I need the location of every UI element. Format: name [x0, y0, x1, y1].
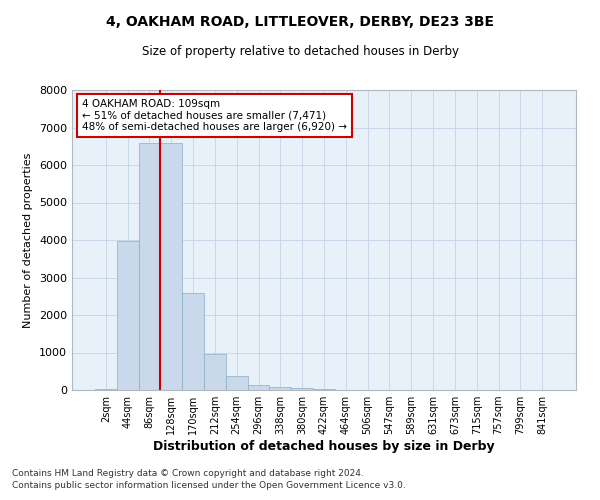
- Text: 4 OAKHAM ROAD: 109sqm
← 51% of detached houses are smaller (7,471)
48% of semi-d: 4 OAKHAM ROAD: 109sqm ← 51% of detached …: [82, 99, 347, 132]
- Bar: [139, 143, 160, 390]
- Bar: [248, 384, 269, 390]
- Bar: [95, 389, 117, 390]
- Bar: [204, 354, 226, 390]
- Text: Contains public sector information licensed under the Open Government Licence v3: Contains public sector information licen…: [12, 481, 406, 490]
- Bar: [226, 376, 248, 390]
- Bar: [269, 387, 291, 390]
- Bar: [291, 388, 313, 390]
- Bar: [313, 389, 335, 390]
- Bar: [117, 241, 139, 390]
- Text: Size of property relative to detached houses in Derby: Size of property relative to detached ho…: [142, 45, 458, 58]
- Bar: [160, 143, 182, 390]
- Bar: [182, 292, 204, 390]
- Text: Contains HM Land Registry data © Crown copyright and database right 2024.: Contains HM Land Registry data © Crown c…: [12, 468, 364, 477]
- Text: 4, OAKHAM ROAD, LITTLEOVER, DERBY, DE23 3BE: 4, OAKHAM ROAD, LITTLEOVER, DERBY, DE23 …: [106, 15, 494, 29]
- X-axis label: Distribution of detached houses by size in Derby: Distribution of detached houses by size …: [153, 440, 495, 453]
- Y-axis label: Number of detached properties: Number of detached properties: [23, 152, 34, 328]
